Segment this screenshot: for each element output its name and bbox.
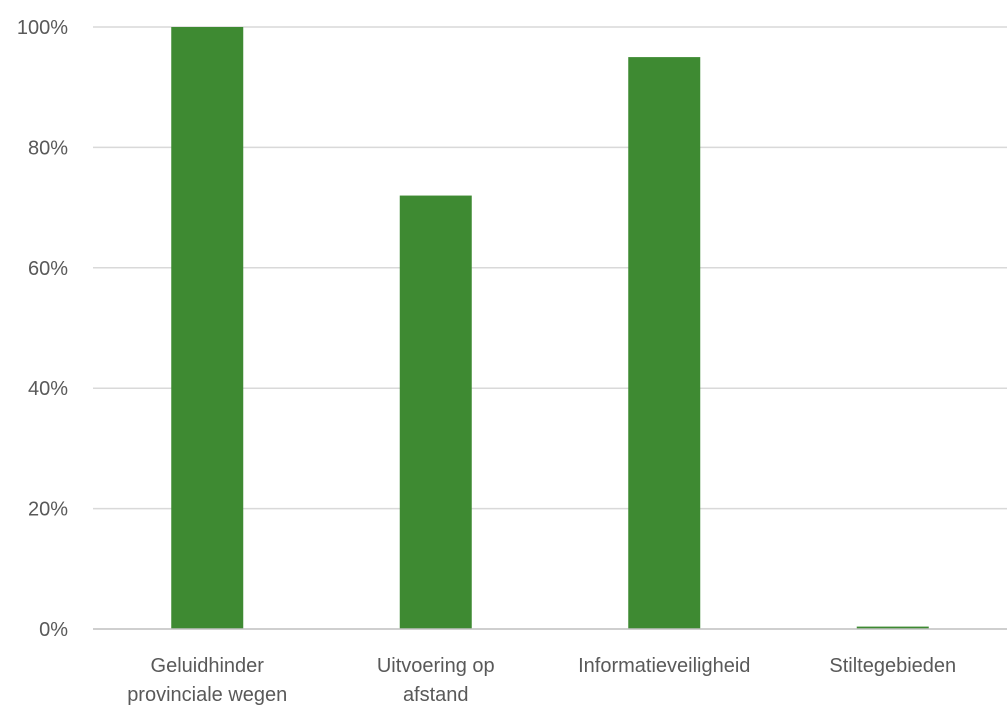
y-tick-label: 60% xyxy=(28,258,68,280)
x-category-label: Stiltegebieden xyxy=(829,655,956,677)
y-tick-label: 20% xyxy=(28,499,68,521)
x-axis-category-labels: Geluidhinder provinciale wegen Uitvoering … xyxy=(127,655,956,706)
bar xyxy=(856,626,929,629)
bar xyxy=(628,57,701,630)
y-tick-label: 80% xyxy=(28,137,68,159)
x-category-label-line: Uitvoering op xyxy=(377,655,495,677)
x-category-label-line: provinciale wegen xyxy=(127,684,287,706)
x-category-label: Informatieveiligheid xyxy=(578,655,750,677)
bar xyxy=(171,27,244,629)
y-tick-label: 0% xyxy=(39,619,68,641)
bar xyxy=(399,195,472,629)
x-category-label-line: Geluidhinder xyxy=(151,655,265,677)
bars xyxy=(171,27,929,630)
x-category-label: Geluidhinder provinciale wegen xyxy=(127,655,287,706)
x-category-label-line: Informatieveiligheid xyxy=(578,655,750,677)
y-tick-label: 40% xyxy=(28,378,68,400)
y-tick-label: 100% xyxy=(17,17,68,39)
x-category-label-line: afstand xyxy=(403,684,469,706)
y-axis-tick-labels: 0% 20% 40% 60% 80% 100% xyxy=(17,17,68,641)
x-category-label-line: Stiltegebieden xyxy=(829,655,956,677)
gridlines xyxy=(93,26,1007,510)
x-category-label: Uitvoering op afstand xyxy=(377,655,495,706)
